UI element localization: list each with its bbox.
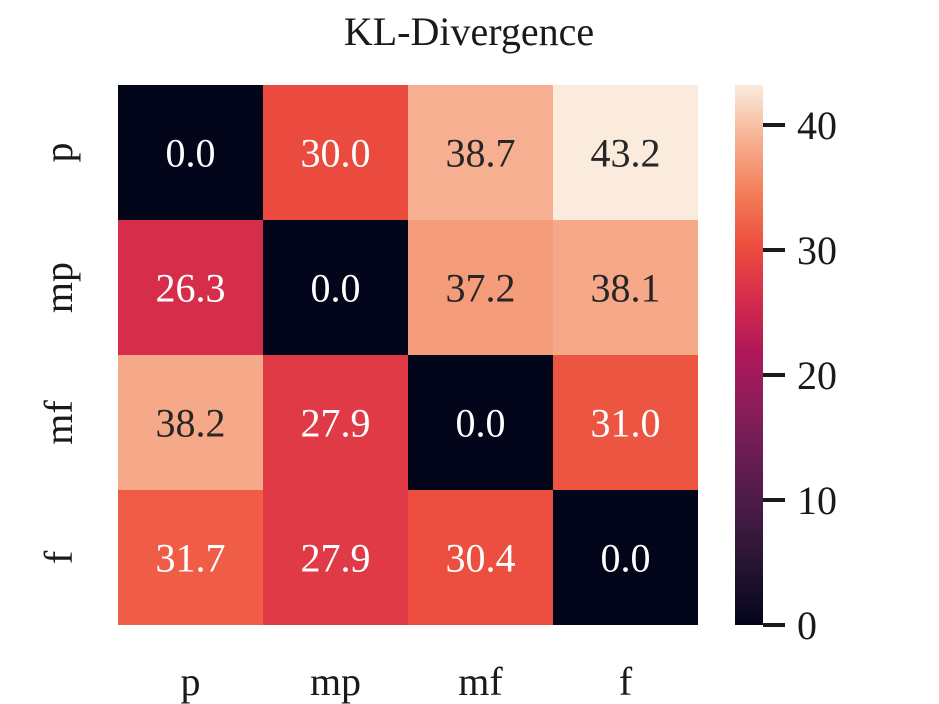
- colorbar-tick-label: 0: [797, 603, 817, 648]
- heatmap-cell: [553, 355, 698, 490]
- heatmap-cell: [118, 85, 263, 220]
- heatmap-cell: [263, 220, 408, 355]
- y-tick-label: mf: [36, 400, 81, 445]
- heatmap-cell: [118, 355, 263, 490]
- heatmap-cell: [263, 355, 408, 490]
- heatmap-cell: [553, 490, 698, 625]
- heatmap-cells: 0.0 30.0 38.7 43.2 26.3 0.0 37.2 38.1 38.2 27.9 0.…: [118, 85, 698, 625]
- x-tick-label: f: [619, 659, 633, 704]
- cell-value-label: 38.7: [446, 131, 516, 176]
- cell-value-label: 43.2: [591, 131, 661, 176]
- heatmap-cell: [408, 220, 553, 355]
- heatmap-cell: [553, 85, 698, 220]
- cell-value-label: 0.0: [456, 401, 506, 446]
- y-axis-tick-labels: p mp mf f: [36, 143, 81, 565]
- heatmap-cell: [118, 490, 263, 625]
- y-tick-label: mp: [36, 262, 81, 313]
- cell-value-label: 30.4: [446, 536, 516, 581]
- cell-value-label: 27.9: [301, 536, 371, 581]
- cell-value-label: 27.9: [301, 401, 371, 446]
- cell-value-label: 0.0: [166, 131, 216, 176]
- heatmap-cell: [263, 85, 408, 220]
- cell-value-label: 31.0: [591, 401, 661, 446]
- heatmap-cell: [408, 85, 553, 220]
- x-tick-label: mf: [458, 659, 503, 704]
- heatmap-cell: [408, 355, 553, 490]
- cell-value-label: 38.2: [156, 401, 226, 446]
- y-tick-label: f: [36, 550, 81, 564]
- x-axis-tick-labels: p mp mf f: [181, 659, 633, 704]
- cell-value-label: 0.0: [311, 266, 361, 311]
- colorbar: 0 10 20 30 40: [735, 85, 837, 648]
- cell-value-label: 31.7: [156, 536, 226, 581]
- cell-value-label: 37.2: [446, 266, 516, 311]
- colorbar-ticks: 0 10 20 30 40: [763, 103, 837, 648]
- cell-value-label: 38.1: [591, 266, 661, 311]
- chart-title: KL-Divergence: [344, 9, 594, 54]
- colorbar-gradient: [735, 85, 763, 625]
- x-tick-label: mp: [310, 659, 361, 704]
- colorbar-tick-label: 20: [797, 353, 837, 398]
- heatmap-cell: [408, 490, 553, 625]
- colorbar-tick-label: 30: [797, 228, 837, 273]
- y-tick-label: p: [36, 143, 81, 163]
- cell-value-label: 26.3: [156, 266, 226, 311]
- x-tick-label: p: [181, 659, 201, 704]
- heatmap-cell: [263, 490, 408, 625]
- heatmap-cell: [118, 220, 263, 355]
- colorbar-tick-label: 40: [797, 103, 837, 148]
- heatmap-cell: [553, 220, 698, 355]
- colorbar-tick-label: 10: [797, 478, 837, 523]
- cell-value-label: 30.0: [301, 131, 371, 176]
- cell-value-label: 0.0: [601, 536, 651, 581]
